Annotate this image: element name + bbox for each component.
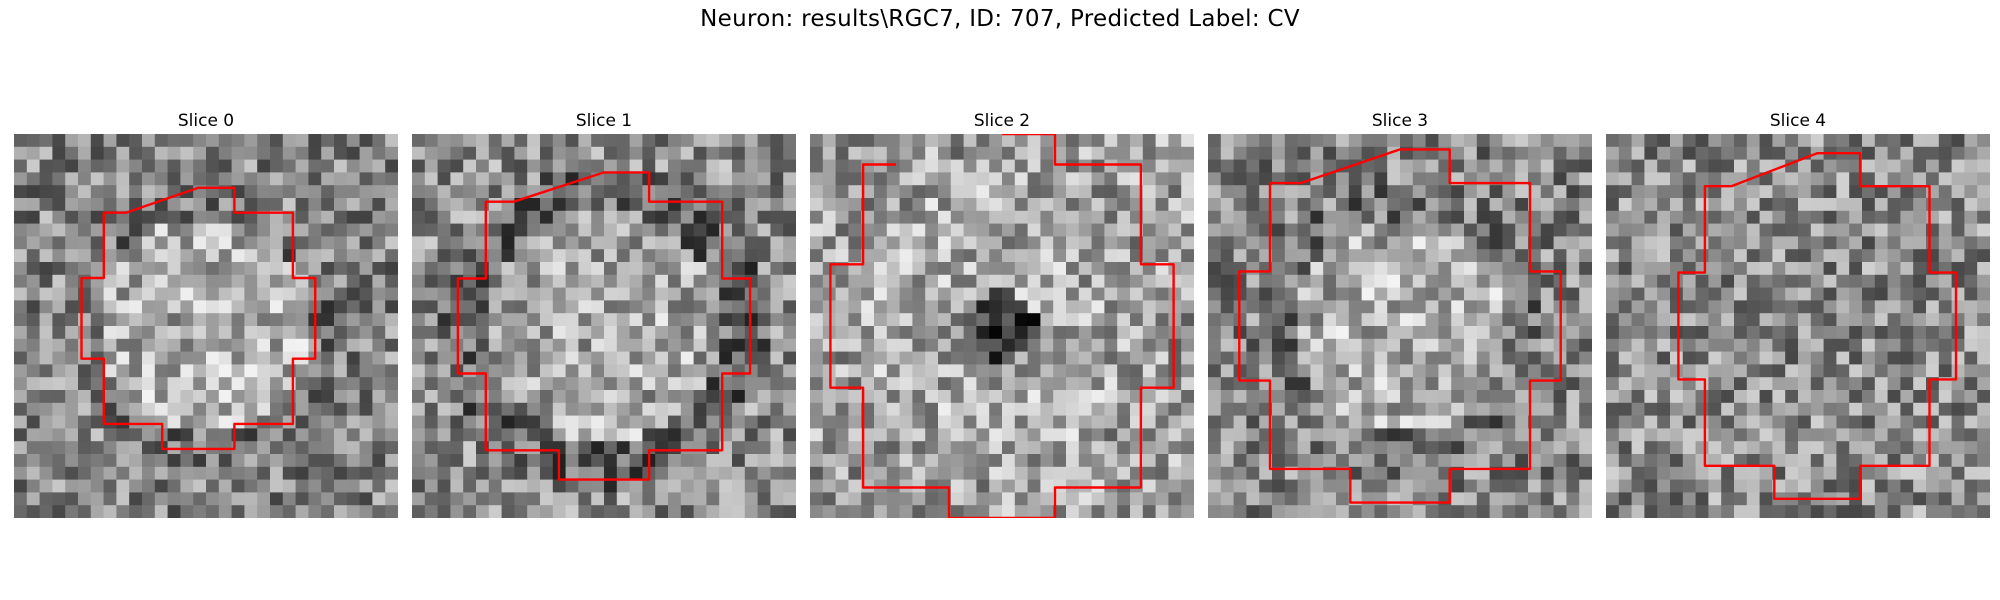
slice-title-3: Slice 3 xyxy=(1371,111,1429,131)
contour-0 xyxy=(80,186,317,451)
contour-4 xyxy=(1677,152,1958,500)
slice-panel-4: Slice 4 xyxy=(1606,108,1990,518)
slice-image-2 xyxy=(810,134,1194,518)
figure-title: Neuron: results\RGC7, ID: 707, Predicted… xyxy=(700,6,1300,32)
slice-image-4 xyxy=(1606,134,1990,518)
slice-image-0 xyxy=(14,134,398,518)
slice-title-2: Slice 2 xyxy=(973,111,1031,131)
slice-panel-2: Slice 2 xyxy=(810,108,1194,518)
slice-panel-0: Slice 0 xyxy=(14,108,398,518)
contour-2 xyxy=(829,134,1175,518)
slice-image-3 xyxy=(1208,134,1592,518)
slice-title-4: Slice 4 xyxy=(1769,111,1827,131)
slice-title-0: Slice 0 xyxy=(177,111,235,131)
slice-panel-1: Slice 1 xyxy=(412,108,796,518)
slice-image-1 xyxy=(412,134,796,518)
slice-title-1: Slice 1 xyxy=(575,111,633,131)
contour-1 xyxy=(456,171,752,481)
contour-3 xyxy=(1238,148,1562,504)
slice-panel-3: Slice 3 xyxy=(1208,108,1592,518)
